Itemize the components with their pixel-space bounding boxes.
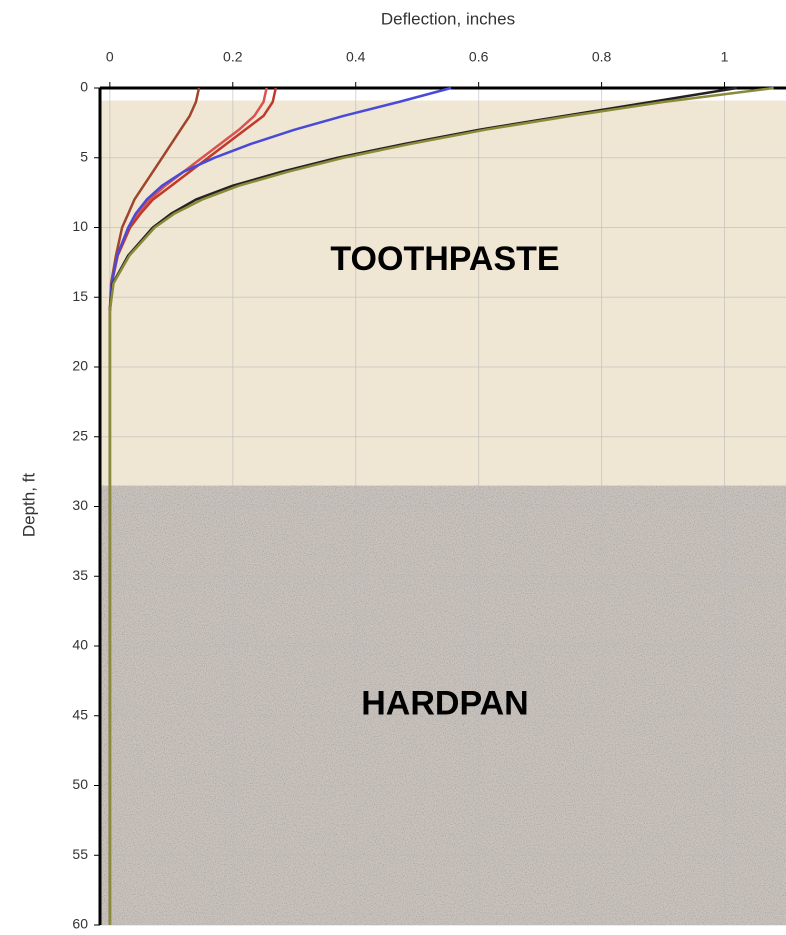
- y-tick-label: 10: [72, 218, 88, 234]
- x-tick-label: 0.2: [223, 49, 243, 65]
- y-tick-label: 55: [72, 846, 88, 862]
- x-tick-label: 0.8: [592, 49, 612, 65]
- y-tick-label: 40: [72, 637, 88, 653]
- x-axis-title: Deflection, inches: [381, 9, 515, 28]
- x-tick-label: 1: [721, 49, 729, 65]
- y-axis-title: Depth, ft: [19, 473, 38, 538]
- y-tick-label: 20: [72, 358, 88, 374]
- chart: TOOTHPASTEHARDPAN00.20.40.60.81051015202…: [0, 0, 786, 935]
- y-tick-label: 50: [72, 776, 88, 792]
- x-tick-label: 0: [106, 49, 114, 65]
- y-tick-label: 0: [80, 79, 88, 95]
- y-tick-label: 25: [72, 427, 88, 443]
- y-tick-label: 30: [72, 497, 88, 513]
- x-tick-label: 0.4: [346, 49, 366, 65]
- layer-label: TOOTHPASTE: [330, 240, 559, 278]
- y-tick-label: 60: [72, 916, 88, 932]
- y-tick-label: 5: [80, 148, 88, 164]
- x-tick-label: 0.6: [469, 49, 489, 65]
- y-tick-label: 15: [72, 288, 88, 304]
- y-tick-label: 35: [72, 567, 88, 583]
- y-tick-label: 45: [72, 706, 88, 722]
- layer-label: HARDPAN: [361, 684, 528, 722]
